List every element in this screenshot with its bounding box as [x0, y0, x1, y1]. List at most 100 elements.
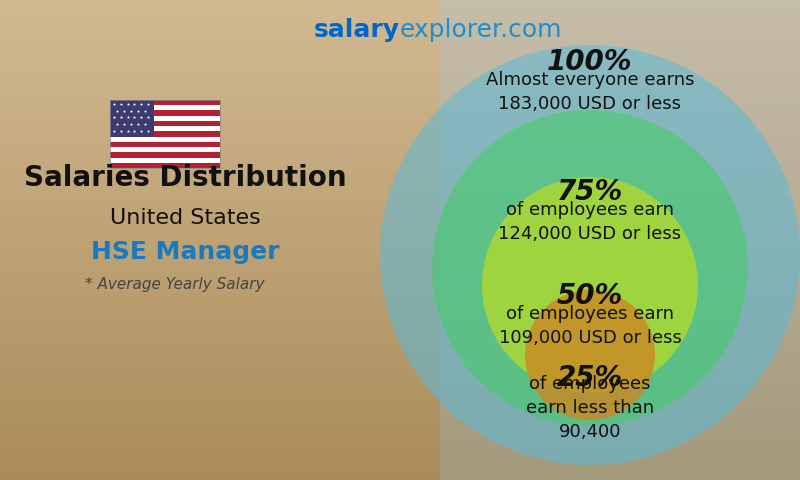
- Bar: [0, 346, 800, 350]
- Bar: [0, 38, 800, 43]
- Bar: [0, 298, 800, 302]
- Text: of employees earn
124,000 USD or less: of employees earn 124,000 USD or less: [498, 201, 682, 243]
- Bar: [0, 5, 800, 10]
- Bar: [0, 360, 800, 365]
- Bar: [0, 317, 800, 322]
- Bar: [440, 274, 800, 278]
- Bar: [0, 278, 800, 283]
- Bar: [440, 10, 800, 14]
- Bar: [440, 230, 800, 235]
- Bar: [440, 254, 800, 259]
- Bar: [0, 408, 800, 413]
- Text: * Average Yearly Salary: * Average Yearly Salary: [86, 277, 265, 292]
- Bar: [440, 211, 800, 216]
- Bar: [0, 446, 800, 451]
- Bar: [0, 269, 800, 274]
- Bar: [0, 72, 800, 77]
- Bar: [0, 413, 800, 418]
- Bar: [110, 132, 220, 137]
- Bar: [440, 182, 800, 187]
- Bar: [440, 187, 800, 192]
- Bar: [440, 0, 800, 5]
- Bar: [440, 446, 800, 451]
- Bar: [440, 197, 800, 202]
- Bar: [440, 53, 800, 58]
- Bar: [440, 101, 800, 106]
- Bar: [0, 331, 800, 336]
- Bar: [440, 86, 800, 91]
- Bar: [440, 130, 800, 134]
- Bar: [440, 374, 800, 379]
- Bar: [440, 115, 800, 120]
- Bar: [440, 360, 800, 365]
- Bar: [0, 216, 800, 221]
- Bar: [440, 14, 800, 19]
- Bar: [0, 101, 800, 106]
- Bar: [0, 202, 800, 206]
- Bar: [0, 182, 800, 187]
- Bar: [440, 312, 800, 317]
- Bar: [0, 475, 800, 480]
- Bar: [0, 350, 800, 355]
- Bar: [440, 67, 800, 72]
- Bar: [440, 72, 800, 77]
- Bar: [0, 302, 800, 307]
- Bar: [440, 245, 800, 250]
- Text: 100%: 100%: [547, 48, 633, 76]
- Bar: [440, 355, 800, 360]
- Bar: [0, 312, 800, 317]
- Bar: [440, 5, 800, 10]
- Circle shape: [482, 177, 698, 393]
- Bar: [0, 365, 800, 370]
- Bar: [440, 427, 800, 432]
- Bar: [0, 422, 800, 427]
- Bar: [0, 293, 800, 298]
- Text: HSE Manager: HSE Manager: [90, 240, 279, 264]
- Bar: [0, 144, 800, 149]
- Bar: [0, 14, 800, 19]
- Bar: [0, 264, 800, 269]
- Bar: [440, 418, 800, 422]
- Bar: [440, 288, 800, 293]
- Bar: [0, 394, 800, 398]
- Bar: [110, 100, 154, 137]
- Bar: [0, 398, 800, 403]
- Bar: [0, 139, 800, 144]
- Bar: [110, 105, 220, 110]
- Bar: [0, 451, 800, 456]
- Bar: [0, 178, 800, 182]
- Bar: [0, 120, 800, 125]
- Bar: [0, 230, 800, 235]
- Bar: [0, 240, 800, 245]
- Bar: [0, 158, 800, 163]
- Bar: [440, 120, 800, 125]
- Bar: [440, 365, 800, 370]
- Bar: [440, 178, 800, 182]
- Bar: [0, 226, 800, 230]
- Bar: [110, 126, 220, 132]
- Bar: [440, 62, 800, 67]
- Bar: [0, 470, 800, 475]
- Bar: [440, 341, 800, 346]
- Bar: [440, 302, 800, 307]
- Bar: [0, 432, 800, 437]
- Bar: [440, 139, 800, 144]
- Circle shape: [380, 45, 800, 465]
- Bar: [0, 10, 800, 14]
- Bar: [440, 398, 800, 403]
- Bar: [440, 413, 800, 418]
- Bar: [440, 240, 800, 245]
- Bar: [0, 125, 800, 130]
- Bar: [440, 24, 800, 29]
- Bar: [110, 100, 220, 105]
- Bar: [0, 389, 800, 394]
- Bar: [440, 38, 800, 43]
- Bar: [440, 283, 800, 288]
- Text: United States: United States: [110, 208, 260, 228]
- Bar: [0, 154, 800, 158]
- Bar: [0, 34, 800, 38]
- Bar: [0, 187, 800, 192]
- Bar: [0, 235, 800, 240]
- Bar: [440, 29, 800, 34]
- Bar: [0, 418, 800, 422]
